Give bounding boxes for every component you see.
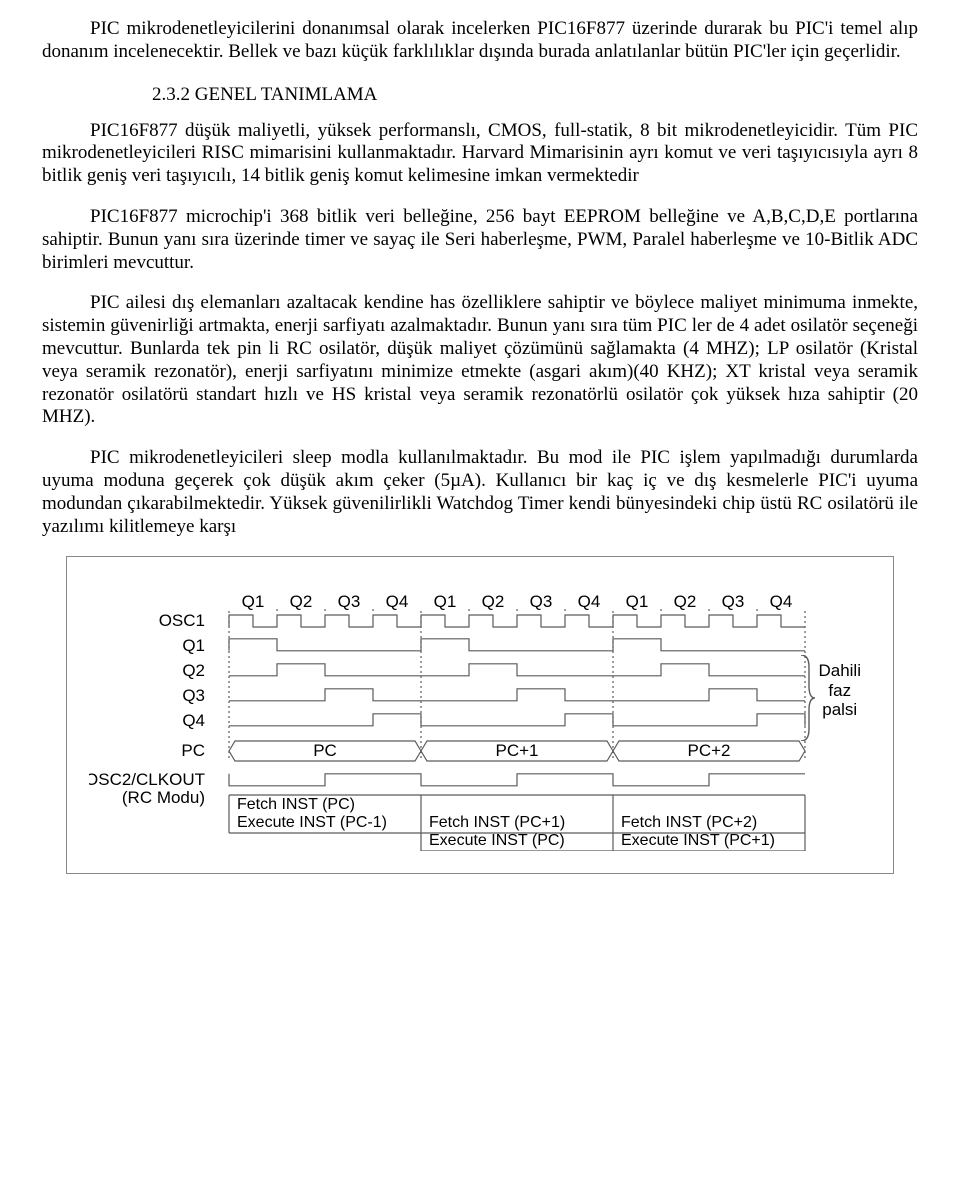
- svg-text:Q1: Q1: [242, 592, 265, 611]
- paragraph-5: PIC mikrodenetleyicileri sleep modla kul…: [42, 447, 918, 538]
- svg-text:PC: PC: [313, 741, 337, 760]
- svg-text:Q2: Q2: [482, 592, 505, 611]
- timing-diagram: Q1 Q2 Q3 Q4 Q1 Q2 Q3 Q4 Q1 Q2 Q3 Q4 OSC1 Q1 Q2 Q3 Q4 PC OS…: [89, 591, 871, 851]
- svg-text:Fetch INST (PC+1): Fetch INST (PC+1): [429, 814, 565, 831]
- svg-text:Fetch INST (PC+2): Fetch INST (PC+2): [621, 814, 757, 831]
- svg-text:Q1: Q1: [434, 592, 457, 611]
- svg-text:OSC1: OSC1: [159, 611, 205, 630]
- paragraph-1: PIC mikrodenetleyicilerini donanımsal ol…: [42, 18, 918, 64]
- svg-text:Q2: Q2: [290, 592, 313, 611]
- svg-text:Q2: Q2: [674, 592, 697, 611]
- dahili-line3: palsi: [818, 700, 861, 720]
- svg-text:Fetch INST (PC): Fetch INST (PC): [237, 796, 355, 813]
- svg-text:Q1: Q1: [182, 636, 205, 655]
- svg-text:Q3: Q3: [530, 592, 553, 611]
- dahili-line2: faz: [818, 681, 861, 701]
- paragraph-3: PIC16F877 microchip'i 368 bitlik veri be…: [42, 206, 918, 274]
- timing-diagram-frame: Q1 Q2 Q3 Q4 Q1 Q2 Q3 Q4 Q1 Q2 Q3 Q4 OSC1 Q1 Q2 Q3 Q4 PC OS…: [66, 556, 894, 874]
- svg-text:PC: PC: [181, 741, 205, 760]
- svg-text:(RC Modu): (RC Modu): [122, 788, 205, 807]
- svg-text:Q4: Q4: [770, 592, 793, 611]
- svg-text:Q4: Q4: [578, 592, 601, 611]
- svg-text:Q3: Q3: [182, 686, 205, 705]
- dahili-label: Dahili faz palsi: [818, 661, 861, 720]
- svg-text:PC+1: PC+1: [496, 741, 539, 760]
- paragraph-4: PIC ailesi dış elemanları azaltacak kend…: [42, 292, 918, 429]
- svg-text:Execute INST (PC-1): Execute INST (PC-1): [237, 814, 387, 831]
- dahili-line1: Dahili: [818, 661, 861, 681]
- timing-svg: Q1 Q2 Q3 Q4 Q1 Q2 Q3 Q4 Q1 Q2 Q3 Q4 OSC1 Q1 Q2 Q3 Q4 PC OS…: [89, 591, 869, 851]
- brace-icon: [799, 655, 815, 741]
- svg-text:Q4: Q4: [386, 592, 409, 611]
- paragraph-2: PIC16F877 düşük maliyetli, yüksek perfor…: [42, 120, 918, 188]
- svg-text:Q3: Q3: [338, 592, 361, 611]
- svg-text:PC+2: PC+2: [688, 741, 731, 760]
- svg-text:Q1: Q1: [626, 592, 649, 611]
- svg-text:Q2: Q2: [182, 661, 205, 680]
- svg-text:Execute INST (PC+1): Execute INST (PC+1): [621, 832, 775, 849]
- section-heading: 2.3.2 GENEL TANIMLAMA: [152, 84, 918, 106]
- svg-text:Execute INST (PC): Execute INST (PC): [429, 832, 565, 849]
- svg-text:OSC2/CLKOUT: OSC2/CLKOUT: [89, 770, 205, 789]
- svg-text:Q3: Q3: [722, 592, 745, 611]
- svg-text:Q4: Q4: [182, 711, 205, 730]
